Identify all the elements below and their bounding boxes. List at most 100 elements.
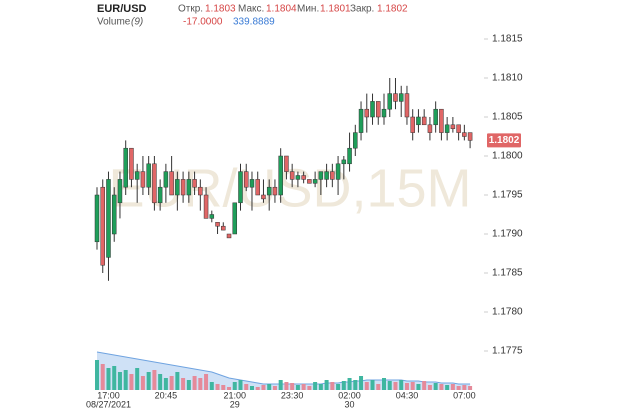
high-label: Макс.	[238, 4, 264, 15]
candle-body	[106, 179, 111, 258]
volume-bar	[169, 376, 174, 390]
volume-bar	[399, 380, 404, 390]
volume-bar	[112, 366, 117, 390]
candle-body	[278, 155, 283, 196]
candle-body	[439, 108, 444, 133]
x-date-label: 29	[230, 399, 240, 409]
candle-body	[450, 124, 456, 129]
volume-bar	[100, 364, 105, 390]
volume-bar	[301, 384, 306, 390]
volume-bar	[393, 382, 398, 390]
volume-bar	[158, 374, 163, 390]
volume-bar	[163, 378, 168, 390]
volume-bar	[462, 385, 467, 390]
volume-bar	[364, 382, 369, 390]
volume-bar	[359, 376, 364, 390]
candle-body	[243, 171, 249, 188]
volume-bar	[336, 384, 341, 390]
candle-body	[467, 132, 473, 141]
volume-bar	[232, 382, 237, 390]
volume-bar	[295, 385, 300, 390]
candle-body	[175, 179, 180, 196]
volume-bar	[238, 380, 243, 390]
candle-body	[215, 222, 220, 227]
x-date-label: 08/27/2021	[86, 399, 131, 409]
volume-bar	[255, 387, 260, 390]
last-price-box	[487, 133, 521, 148]
candle-body	[226, 233, 232, 239]
volume-bar	[445, 385, 450, 390]
candle-body	[180, 179, 186, 196]
candle-body	[381, 108, 387, 118]
volume-bar	[140, 376, 145, 390]
y-tick-label: 1.1810	[492, 73, 523, 84]
close-value: 1.1802	[377, 4, 408, 15]
volume-bar	[439, 384, 444, 390]
volume-bar	[427, 385, 432, 390]
candle-body	[152, 163, 157, 204]
volume-bar	[146, 372, 151, 390]
candle-body	[192, 179, 197, 188]
candle-body	[335, 163, 341, 180]
candle-body	[301, 175, 306, 180]
y-tick-label: 1.1775	[492, 346, 523, 357]
candle-body	[456, 124, 461, 133]
candle-body	[427, 124, 433, 133]
candle-body	[238, 171, 243, 204]
candle-body	[421, 116, 427, 126]
y-tick-label: 1.1815	[492, 34, 523, 45]
candle-body	[370, 101, 375, 118]
volume-bar	[117, 372, 122, 390]
candle-body	[134, 171, 140, 180]
candle-body	[307, 179, 312, 184]
candle-body	[255, 179, 260, 196]
candle-body	[289, 171, 295, 180]
candle-body	[416, 116, 421, 126]
candle-body	[163, 171, 169, 188]
candle-body	[261, 194, 266, 200]
volume-bar	[324, 380, 329, 390]
volume-bar	[95, 360, 99, 390]
y-tick-label: 1.1790	[492, 229, 523, 240]
candle-body	[462, 132, 467, 137]
last-price-label: 1.1802	[489, 135, 520, 146]
volume-bar	[284, 382, 289, 390]
candle-body	[249, 179, 255, 188]
volume-bar	[175, 372, 180, 390]
x-tick-label: 04:30	[396, 390, 419, 400]
candle-body	[444, 124, 450, 133]
candle-body	[123, 147, 128, 188]
candle-body	[203, 194, 209, 219]
candle-body	[266, 186, 272, 196]
volume-label: Volume	[97, 17, 131, 28]
candle-body	[221, 225, 226, 231]
candle-body	[318, 171, 324, 180]
volume-bar	[422, 381, 427, 390]
candle-body	[398, 93, 404, 102]
volume-bar	[353, 380, 358, 390]
low-label: Мин.	[297, 4, 319, 15]
candle-body	[129, 147, 134, 180]
y-tick-label: 1.1780	[492, 307, 523, 318]
x-tick-label: 02:00	[338, 390, 361, 400]
low-value: 1.1801	[320, 4, 351, 15]
candle-body	[324, 171, 329, 180]
volume-bar	[267, 384, 272, 390]
candle-body	[272, 186, 278, 196]
volume-bar	[278, 380, 283, 390]
volume-change: -17.0000	[183, 17, 223, 28]
candle-body	[198, 186, 203, 196]
x-tick-label: 07:00	[453, 390, 476, 400]
x-tick-label: 23:30	[281, 390, 304, 400]
x-tick-label: 21:00	[223, 390, 246, 400]
volume-bar	[433, 383, 438, 390]
candle-body	[312, 179, 318, 184]
candle-body	[186, 179, 192, 196]
volume-bar	[106, 368, 111, 390]
volume-bar	[382, 378, 386, 390]
volume-bar	[204, 374, 209, 390]
symbol: EUR/USD	[97, 3, 147, 15]
y-tick-label: 1.1800	[492, 151, 523, 162]
y-tick-label: 1.1795	[492, 190, 523, 201]
